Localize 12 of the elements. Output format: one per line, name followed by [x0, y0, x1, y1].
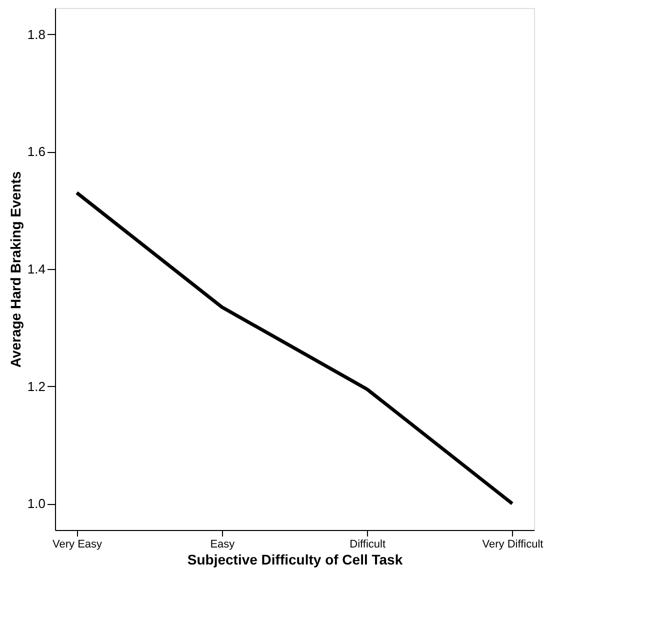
- y-tick-label: 1.6: [27, 144, 46, 160]
- x-tick-label: Difficult: [350, 538, 386, 550]
- x-axis-title: Subjective Difficulty of Cell Task: [187, 552, 403, 568]
- x-tick-label: Very Difficult: [482, 538, 544, 550]
- y-axis-title: Average Hard Braking Events: [7, 171, 24, 368]
- line-series: [75, 191, 514, 506]
- y-tick-label: 1.8: [27, 26, 46, 42]
- y-tick-label: 1.2: [27, 378, 46, 394]
- y-tick-label: 1.0: [27, 496, 46, 512]
- x-tick-label: Very Easy: [52, 538, 103, 550]
- x-tick-label: Easy: [210, 538, 236, 550]
- y-tick-label: 1.4: [27, 262, 46, 276]
